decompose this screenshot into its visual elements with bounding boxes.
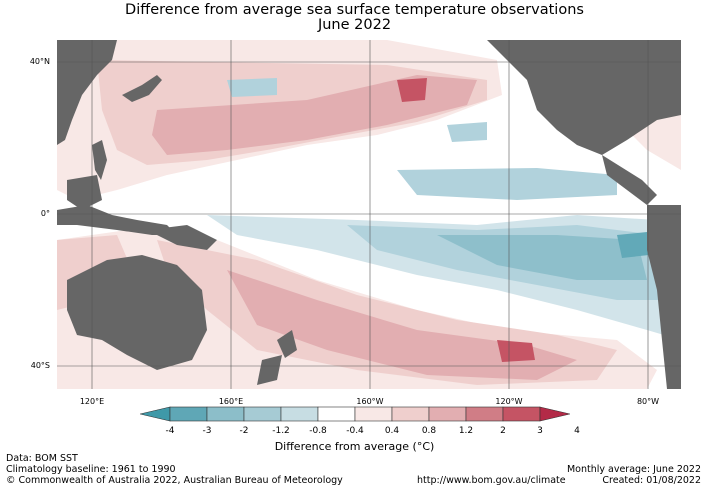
new-zealand-south (257, 355, 282, 385)
colorbar-segment (465, 406, 504, 422)
land-masses (57, 40, 681, 389)
lon-label-120w: 120°W (495, 397, 523, 406)
chart-subtitle: June 2022 (317, 17, 392, 33)
warm-region-south-core (227, 270, 577, 380)
colorbar-tick-label: 2 (500, 426, 506, 436)
south-america-landmass (647, 205, 681, 389)
colorbar-segment (391, 406, 430, 422)
colorbar-tick-label: -3 (202, 426, 212, 436)
colorbar-segment (428, 406, 467, 422)
warm-anomalies (57, 40, 681, 389)
cool-region-north-small (447, 122, 487, 142)
asia-landmass (57, 40, 117, 145)
colorbar-tick-label: -0.8 (309, 426, 327, 436)
lon-label-120e: 120°E (79, 397, 105, 406)
colorbar-arrow-left (140, 406, 171, 422)
colorbar-tick-label: -2 (239, 426, 249, 436)
colorbar-segments (140, 406, 570, 422)
colorbar-segment (317, 406, 356, 422)
central-america-landmass (602, 155, 657, 205)
footer-url[interactable]: http://www.bom.gov.au/climate (417, 475, 566, 486)
cool-region-east-inner (437, 235, 647, 280)
footer-data-source: Data: BOM SST (6, 453, 78, 464)
lon-label-160w: 160°W (356, 397, 384, 406)
cool-spot-northwest (227, 78, 277, 97)
colorbar-arrow-right (539, 406, 570, 422)
colorbar-segment (280, 406, 319, 422)
colorbar-tick-label: 0.8 (421, 426, 437, 436)
new-guinea-landmass (147, 225, 217, 250)
colorbar-segment (354, 406, 393, 422)
cool-region-north-tropical (397, 168, 617, 200)
warm-region-north-band (152, 75, 477, 155)
warm-spot-south (497, 340, 535, 362)
chart-title: Difference from average sea surface temp… (125, 2, 584, 18)
colorbar-label: Difference from average (°C) (274, 440, 435, 453)
north-america-landmass (487, 40, 681, 155)
colorbar-tick-label: 1.2 (458, 426, 474, 436)
cool-spot-peru (617, 232, 649, 258)
colorbar-segment (243, 406, 282, 422)
sst-anomaly-map (57, 40, 681, 389)
colorbar-tick-label: -1.2 (272, 426, 290, 436)
colorbar-segment (502, 406, 541, 422)
colorbar-tick-label: -4 (165, 426, 175, 436)
warm-spot-north (397, 78, 427, 102)
philippines-landmass (92, 140, 107, 180)
new-zealand-north (277, 330, 297, 358)
footer-monthly-average: Monthly average: June 2022 (566, 464, 701, 475)
lat-label-40n: 40°N (29, 57, 50, 66)
indonesia-landmass (57, 205, 177, 235)
lon-label-80w: 80°W (636, 397, 660, 406)
colorbar-tick-label: 3 (537, 426, 543, 436)
lon-label-160e: 160°E (218, 397, 244, 406)
graticule (57, 40, 681, 389)
colorbar (140, 406, 570, 422)
lat-label-40s: 40°S (30, 361, 50, 370)
colorbar-segment (206, 406, 245, 422)
colorbar-tick-label: -0.4 (346, 426, 364, 436)
lat-label-equator: 0° (40, 209, 50, 218)
colorbar-tick-label: 0.4 (384, 426, 400, 436)
japan-landmass (122, 75, 162, 102)
colorbar-tick-label: 4 (574, 426, 580, 436)
footer-baseline: Climatology baseline: 1961 to 1990 (6, 464, 176, 475)
borneo-landmass (67, 175, 102, 210)
australia-landmass (67, 255, 207, 370)
footer-created: Created: 01/08/2022 (602, 475, 701, 486)
cool-anomalies (207, 78, 681, 340)
colorbar-segment (169, 406, 208, 422)
footer-copyright: © Commonwealth of Australia 2022, Austra… (6, 475, 343, 486)
